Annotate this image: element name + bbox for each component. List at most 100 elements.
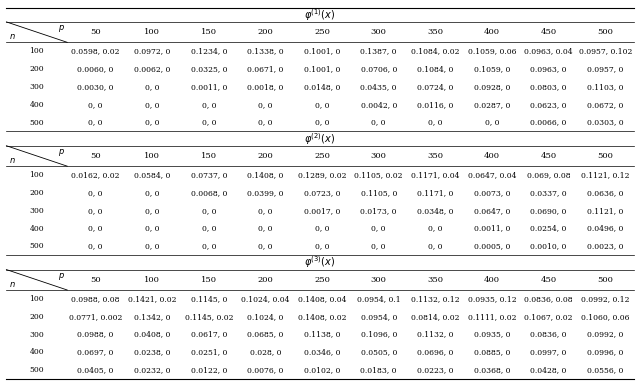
Text: 0.069, 0.08: 0.069, 0.08 xyxy=(527,171,570,179)
Text: 0.0697, 0: 0.0697, 0 xyxy=(77,349,114,357)
Text: 0.0598, 0.02: 0.0598, 0.02 xyxy=(71,47,120,55)
Text: 0.0399, 0: 0.0399, 0 xyxy=(247,189,284,197)
Text: 0.0505, 0: 0.0505, 0 xyxy=(360,349,397,357)
Text: 350: 350 xyxy=(428,276,444,284)
Text: 0, 0: 0, 0 xyxy=(202,224,216,232)
Text: 300: 300 xyxy=(29,83,44,91)
Text: $p$: $p$ xyxy=(58,23,65,34)
Text: 0.0148, 0: 0.0148, 0 xyxy=(304,83,340,91)
Text: 0.0836, 0.08: 0.0836, 0.08 xyxy=(524,295,573,303)
Text: 0.0992, 0: 0.0992, 0 xyxy=(587,331,623,339)
Text: 200: 200 xyxy=(29,65,44,73)
Text: 500: 500 xyxy=(29,366,44,374)
Text: $n$: $n$ xyxy=(9,156,16,165)
Text: 0.1105, 0.02: 0.1105, 0.02 xyxy=(355,171,403,179)
Text: 500: 500 xyxy=(597,276,613,284)
Text: 0.0223, 0: 0.0223, 0 xyxy=(417,366,454,374)
Text: 0.0251, 0: 0.0251, 0 xyxy=(191,349,227,357)
Text: 0.1132, 0: 0.1132, 0 xyxy=(417,331,454,339)
Text: 0.0254, 0: 0.0254, 0 xyxy=(531,224,567,232)
Text: 0.1408, 0.04: 0.1408, 0.04 xyxy=(298,295,346,303)
Text: 0.0068, 0: 0.0068, 0 xyxy=(191,189,227,197)
Text: 350: 350 xyxy=(428,28,444,36)
Text: 250: 250 xyxy=(314,152,330,160)
Text: 0.1060, 0.06: 0.1060, 0.06 xyxy=(581,313,630,321)
Text: 100: 100 xyxy=(29,171,44,179)
Text: 0.0935, 0.12: 0.0935, 0.12 xyxy=(468,295,516,303)
Text: 0.0963, 0.04: 0.0963, 0.04 xyxy=(524,47,573,55)
Text: 50: 50 xyxy=(90,152,101,160)
Text: $p$: $p$ xyxy=(58,271,65,282)
Text: 0.0348, 0: 0.0348, 0 xyxy=(417,207,454,215)
Text: 0.0885, 0: 0.0885, 0 xyxy=(474,349,510,357)
Text: 250: 250 xyxy=(314,276,330,284)
Text: 250: 250 xyxy=(314,28,330,36)
Text: 0.1234, 0: 0.1234, 0 xyxy=(191,47,227,55)
Text: 0.0996, 0: 0.0996, 0 xyxy=(587,349,623,357)
Text: 0.0030, 0: 0.0030, 0 xyxy=(77,83,114,91)
Text: 0.0647, 0: 0.0647, 0 xyxy=(474,207,510,215)
Text: 300: 300 xyxy=(29,331,44,339)
Text: 0.0724, 0: 0.0724, 0 xyxy=(417,83,454,91)
Text: 0, 0: 0, 0 xyxy=(315,101,330,109)
Text: 0.0737, 0: 0.0737, 0 xyxy=(191,171,227,179)
Text: 0, 0: 0, 0 xyxy=(88,242,103,250)
Text: 0.0723, 0: 0.0723, 0 xyxy=(304,189,340,197)
Text: 0.0814, 0.02: 0.0814, 0.02 xyxy=(411,313,460,321)
Text: 0.0346, 0: 0.0346, 0 xyxy=(304,349,340,357)
Text: 0.0303, 0: 0.0303, 0 xyxy=(587,119,623,126)
Text: 0.0935, 0: 0.0935, 0 xyxy=(474,331,510,339)
Text: 0.0963, 0: 0.0963, 0 xyxy=(531,65,567,73)
Text: 50: 50 xyxy=(90,276,101,284)
Text: 0.0584, 0: 0.0584, 0 xyxy=(134,171,170,179)
Text: 0.0672, 0: 0.0672, 0 xyxy=(587,101,623,109)
Text: 0.0073, 0: 0.0073, 0 xyxy=(474,189,510,197)
Text: 0.1421, 0.02: 0.1421, 0.02 xyxy=(128,295,177,303)
Text: 0.0647, 0.04: 0.0647, 0.04 xyxy=(468,171,516,179)
Text: 300: 300 xyxy=(371,276,387,284)
Text: 0, 0: 0, 0 xyxy=(315,242,330,250)
Text: 0, 0: 0, 0 xyxy=(428,242,443,250)
Text: 0.1084, 0.02: 0.1084, 0.02 xyxy=(411,47,460,55)
Text: 0.1084, 0: 0.1084, 0 xyxy=(417,65,454,73)
Text: 0, 0: 0, 0 xyxy=(202,207,216,215)
Text: 0.1408, 0: 0.1408, 0 xyxy=(247,171,284,179)
Text: 0, 0: 0, 0 xyxy=(88,119,103,126)
Text: 200: 200 xyxy=(257,276,273,284)
Text: 0, 0: 0, 0 xyxy=(484,119,499,126)
Text: 0, 0: 0, 0 xyxy=(145,101,159,109)
Text: 400: 400 xyxy=(484,152,500,160)
Text: 0.0435, 0: 0.0435, 0 xyxy=(360,83,397,91)
Text: 0, 0: 0, 0 xyxy=(202,101,216,109)
Text: 0.0496, 0: 0.0496, 0 xyxy=(587,224,623,232)
Text: 0.0803, 0: 0.0803, 0 xyxy=(531,83,567,91)
Text: 0.1132, 0.12: 0.1132, 0.12 xyxy=(411,295,460,303)
Text: 0.1024, 0.04: 0.1024, 0.04 xyxy=(241,295,290,303)
Text: 0.0173, 0: 0.0173, 0 xyxy=(360,207,397,215)
Text: 0, 0: 0, 0 xyxy=(315,224,330,232)
Text: 100: 100 xyxy=(144,276,160,284)
Text: 0.0706, 0: 0.0706, 0 xyxy=(360,65,397,73)
Text: 0.1121, 0.12: 0.1121, 0.12 xyxy=(581,171,630,179)
Text: 300: 300 xyxy=(29,207,44,215)
Text: 0.0325, 0: 0.0325, 0 xyxy=(191,65,227,73)
Text: 350: 350 xyxy=(428,152,444,160)
Text: 0, 0: 0, 0 xyxy=(371,242,386,250)
Text: $\varphi^{(3)}(x)$: $\varphi^{(3)}(x)$ xyxy=(304,255,336,270)
Text: 0.1001, 0: 0.1001, 0 xyxy=(304,47,340,55)
Text: 0.1105, 0: 0.1105, 0 xyxy=(360,189,397,197)
Text: 0.1338, 0: 0.1338, 0 xyxy=(247,47,284,55)
Text: $p$: $p$ xyxy=(58,147,65,158)
Text: 0.0623, 0: 0.0623, 0 xyxy=(531,101,567,109)
Text: 0.0238, 0: 0.0238, 0 xyxy=(134,349,170,357)
Text: 0.1387, 0: 0.1387, 0 xyxy=(360,47,397,55)
Text: 0.0116, 0: 0.0116, 0 xyxy=(417,101,454,109)
Text: 150: 150 xyxy=(201,28,217,36)
Text: 0.0428, 0: 0.0428, 0 xyxy=(531,366,567,374)
Text: 0.0060, 0: 0.0060, 0 xyxy=(77,65,114,73)
Text: 50: 50 xyxy=(90,28,101,36)
Text: 0.0957, 0: 0.0957, 0 xyxy=(587,65,623,73)
Text: 0.0122, 0: 0.0122, 0 xyxy=(191,366,227,374)
Text: 0.1145, 0: 0.1145, 0 xyxy=(191,295,227,303)
Text: 0.0690, 0: 0.0690, 0 xyxy=(531,207,567,215)
